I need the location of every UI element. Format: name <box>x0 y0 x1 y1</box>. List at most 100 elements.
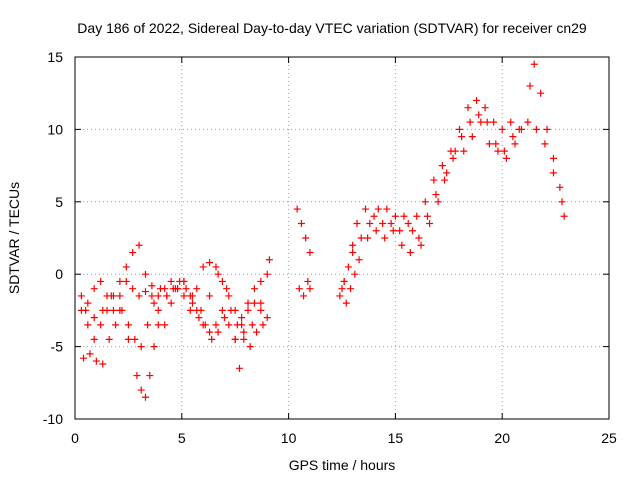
data-point <box>381 234 389 242</box>
data-point <box>156 285 164 293</box>
data-point <box>250 299 258 307</box>
data-point <box>129 248 137 256</box>
data-point <box>507 118 515 126</box>
data-point <box>148 292 156 300</box>
x-tick-label: 25 <box>601 430 617 446</box>
data-point <box>199 263 207 271</box>
y-tick-label: 10 <box>47 121 63 137</box>
data-point <box>532 125 540 133</box>
data-point <box>417 241 425 249</box>
series-track-f <box>295 60 568 307</box>
data-point <box>225 292 233 300</box>
data-point <box>443 169 451 177</box>
data-point <box>257 306 265 314</box>
data-point <box>492 140 500 148</box>
data-point <box>107 292 115 300</box>
data-point <box>161 321 169 329</box>
data-point <box>148 282 156 290</box>
data-point <box>502 154 510 162</box>
data-point <box>404 220 412 228</box>
data-point <box>500 147 508 155</box>
data-point <box>498 125 506 133</box>
data-point <box>154 321 162 329</box>
data-point <box>396 227 404 235</box>
data-point <box>306 285 314 293</box>
data-point <box>370 212 378 220</box>
data-point <box>353 220 361 228</box>
data-point <box>92 357 100 365</box>
data-point <box>344 263 352 271</box>
x-tick-label: 20 <box>494 430 510 446</box>
x-tick-label: 5 <box>178 430 186 446</box>
data-point <box>357 234 365 242</box>
data-point <box>509 133 517 141</box>
data-point <box>449 154 457 162</box>
data-point <box>293 205 301 213</box>
data-point <box>490 118 498 126</box>
data-point <box>306 248 314 256</box>
data-point <box>206 328 214 336</box>
data-point <box>387 220 395 228</box>
data-point <box>188 292 196 300</box>
data-point <box>122 263 130 271</box>
data-point <box>99 306 107 314</box>
data-point <box>304 277 312 285</box>
grid-lines <box>75 57 609 419</box>
data-point <box>218 277 226 285</box>
data-point <box>250 285 258 293</box>
data-point <box>86 350 94 358</box>
data-point <box>349 241 357 249</box>
data-point <box>133 372 141 380</box>
data-point <box>141 393 149 401</box>
data-point <box>244 299 252 307</box>
data-point <box>366 220 374 228</box>
data-point <box>235 364 243 372</box>
data-point <box>212 263 220 271</box>
data-point <box>240 335 248 343</box>
data-point <box>473 96 481 104</box>
data-point <box>131 335 139 343</box>
data-point <box>543 125 551 133</box>
data-point <box>458 133 466 141</box>
data-point <box>253 328 261 336</box>
data-point <box>361 205 369 213</box>
data-point <box>340 277 348 285</box>
data-point <box>116 292 124 300</box>
data-point <box>150 343 158 351</box>
chart-title: Day 186 of 2022, Sidereal Day-to-day VTE… <box>77 20 587 36</box>
data-point <box>517 125 525 133</box>
data-point <box>511 140 519 148</box>
data-point <box>135 241 143 249</box>
data-point <box>342 299 350 307</box>
data-point <box>137 343 145 351</box>
data-point <box>97 321 105 329</box>
series-track-b <box>77 241 271 343</box>
series-track-d <box>82 256 273 401</box>
data-point <box>259 321 267 329</box>
data-point <box>248 321 256 329</box>
data-point <box>434 198 442 206</box>
data-point <box>423 212 431 220</box>
data-point <box>154 306 162 314</box>
data-point <box>421 198 429 206</box>
data-point <box>141 288 149 296</box>
x-tick-label: 0 <box>71 430 79 446</box>
data-point <box>112 321 120 329</box>
data-point <box>526 82 534 90</box>
series-track-g <box>340 118 519 285</box>
data-point <box>413 212 421 220</box>
data-point <box>300 292 308 300</box>
data-point <box>97 277 105 285</box>
x-axis-label: GPS time / hours <box>289 457 396 473</box>
data-point <box>400 212 408 220</box>
data-point <box>455 125 463 133</box>
data-point <box>406 248 414 256</box>
data-point <box>485 140 493 148</box>
data-point <box>150 299 158 307</box>
plot-frame <box>74 56 610 420</box>
data-point <box>180 292 188 300</box>
data-point <box>263 270 271 278</box>
data-point <box>477 118 485 126</box>
data-point <box>167 277 175 285</box>
